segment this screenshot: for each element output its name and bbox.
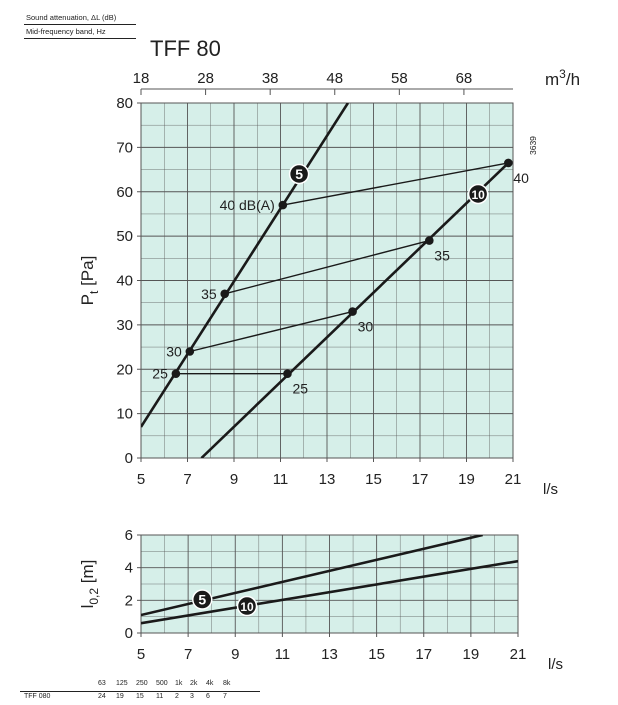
pressure-secondary-tick-label: 58 [391,70,408,87]
throw-y-tick-label: 4 [125,560,133,577]
pressure-chart: 5 7 9 11 13 15 17 19 21 0 10 20 30 40 50 60 70 80 l/s Pt [P… [78,67,580,498]
throw-badge-label-10: 10 [240,600,254,614]
pressure-sound-point [425,236,434,245]
table-band-header: 8k [223,680,231,687]
pressure-x-tick-label: 7 [183,471,191,488]
pressure-y-axis-label: Pt [Pa] [78,256,101,306]
pressure-y-tick-label: 80 [116,95,133,112]
table-divider [20,691,260,692]
throw-x-tick-label: 9 [231,646,239,663]
throw-badge-5 [192,589,213,610]
table-band-header: 1k [175,680,183,687]
throw-y-tick-label: 2 [125,592,133,609]
throw-badge-10 [236,595,258,617]
throw-y-axis-label: l0,2 [m] [78,560,101,609]
table-row-name: TFF 080 [24,693,51,700]
pressure-secondary-tick-label: 68 [456,70,473,87]
throw-y-tick-label: 6 [125,527,133,544]
pressure-x-tick-label: 15 [365,471,382,488]
pressure-sound-label-right: 40 [513,170,529,186]
pressure-sound-label-right: 35 [434,248,450,264]
throw-series-line-10 [141,559,518,625]
table-band-header: 500 [156,680,168,687]
pressure-y-tick-label: 20 [116,361,133,378]
pressure-sound-label-left: 25 [152,366,168,382]
pressure-sound-point [185,347,195,356]
pressure-y-tick-label: 50 [116,228,133,245]
table-cell: 11 [156,693,164,700]
table-cell: 19 [116,693,124,700]
pressure-x-tick-label: 13 [319,471,336,488]
pressure-secondary-axis-label: m3/h [545,67,580,89]
attenuation-table: TFF 080 63 125 250 500 1k 2k 4k 8k 24 19 15 11 2 3 6 7 [20,680,260,702]
pressure-sound-point [504,158,513,168]
table-band-header: 2k [190,680,198,687]
pressure-y-tick-label: 30 [116,317,133,334]
pressure-sound-point [278,200,288,210]
pressure-sound-line [189,310,353,353]
pressure-sound-label-left: 30 [166,344,182,360]
throw-badge-label-5: 5 [198,592,206,608]
table-band-header: 125 [116,680,128,687]
pressure-sound-label-right: 30 [358,319,374,335]
frequency-band-header: Mid-frequency band, Hz [26,27,106,36]
pressure-secondary-tick-label: 18 [133,70,150,87]
table-cell: 15 [136,693,144,700]
pressure-badge-label-10: 10 [471,188,485,202]
pressure-sound-point [283,369,292,378]
throw-x-axis-label: l/s [548,656,563,673]
table-cell: 24 [98,693,106,700]
throw-x-tick-label: 19 [463,646,480,663]
pressure-sound-label-left: 35 [201,286,217,302]
pressure-y-tick-label: 10 [116,406,133,423]
throw-x-tick-label: 17 [415,646,432,663]
pressure-sound-line [224,239,430,295]
table-band-header: 4k [206,680,214,687]
pressure-y-tick-label: 70 [116,139,133,156]
table-cell: 2 [175,693,179,700]
sound-attenuation-header: Sound attenuation, ΔL (dB) [26,13,117,22]
table-band-header: 63 [98,680,106,687]
pressure-y-tick-label: 60 [116,184,133,201]
throw-chart: 5 7 9 11 13 15 17 19 21 0 2 4 6 l/s l0,2 [m] 5 10 [78,527,563,673]
throw-x-tick-label: 13 [321,646,338,663]
table-cell: 3 [190,693,194,700]
pressure-y-tick-label: 0 [125,450,133,467]
pressure-x-tick-label: 9 [230,471,238,488]
pressure-badge-5 [288,163,310,185]
pressure-secondary-tick-label: 28 [197,70,214,87]
pressure-badge-label-5: 5 [295,166,303,182]
table-cell: 7 [223,693,227,700]
header-divider-2 [24,38,136,39]
throw-x-tick-label: 11 [275,646,291,663]
pressure-x-tick-label: 11 [273,471,289,488]
pressure-sound-label-left: 40 dB(A) [220,197,275,213]
pressure-sound-point [348,307,357,316]
pressure-sound-line [282,162,509,206]
throw-y-tick-label: 0 [125,625,133,642]
pressure-sound-point [220,289,229,299]
pressure-sound-label-right: 25 [292,381,308,397]
throw-x-tick-label: 7 [184,646,192,663]
header-divider [24,24,136,25]
pressure-secondary-tick-label: 38 [262,70,279,87]
product-title: TFF 80 [150,36,221,61]
pressure-x-tick-label: 17 [412,471,429,488]
pressure-x-tick-label: 5 [137,471,145,488]
pressure-sound-point [171,369,181,378]
table-band-header: 250 [136,680,148,687]
pressure-y-tick-label: 40 [116,273,133,290]
pressure-x-tick-label: 19 [458,471,475,488]
pressure-x-axis-label: l/s [543,481,558,498]
pressure-x-tick-label: 21 [505,471,522,488]
throw-x-tick-label: 5 [137,646,145,663]
pressure-badge-10 [467,183,489,205]
pressure-secondary-tick-label: 48 [326,70,343,87]
table-cell: 6 [206,693,210,700]
throw-x-tick-label: 15 [368,646,385,663]
throw-x-tick-label: 21 [510,646,527,663]
